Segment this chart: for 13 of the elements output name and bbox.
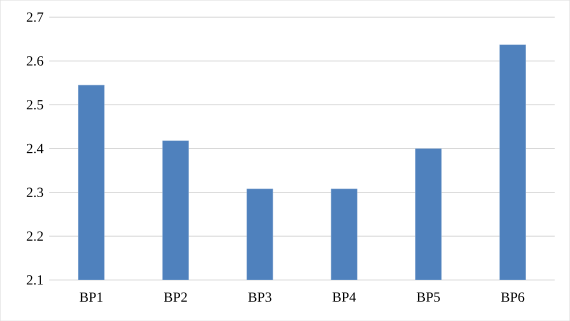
y-tick-label: 2.7 (26, 12, 44, 22)
x-tick-label: BP1 (80, 292, 102, 302)
x-tick-label: BP3 (248, 292, 272, 302)
y-tick-label: 2.2 (26, 231, 43, 241)
y-tick-label: 2.1 (26, 275, 43, 285)
y-tick-label: 2.3 (26, 188, 44, 198)
y-tick-label: 2.5 (26, 100, 44, 110)
x-tick-label: BP2 (164, 292, 187, 302)
x-tick-label: BP6 (501, 292, 524, 302)
y-tick-label: 2.6 (26, 56, 44, 66)
x-tick-label: BP5 (416, 292, 440, 302)
y-tick-label: 2.4 (26, 144, 44, 154)
x-tick-label: BP4 (332, 292, 356, 302)
